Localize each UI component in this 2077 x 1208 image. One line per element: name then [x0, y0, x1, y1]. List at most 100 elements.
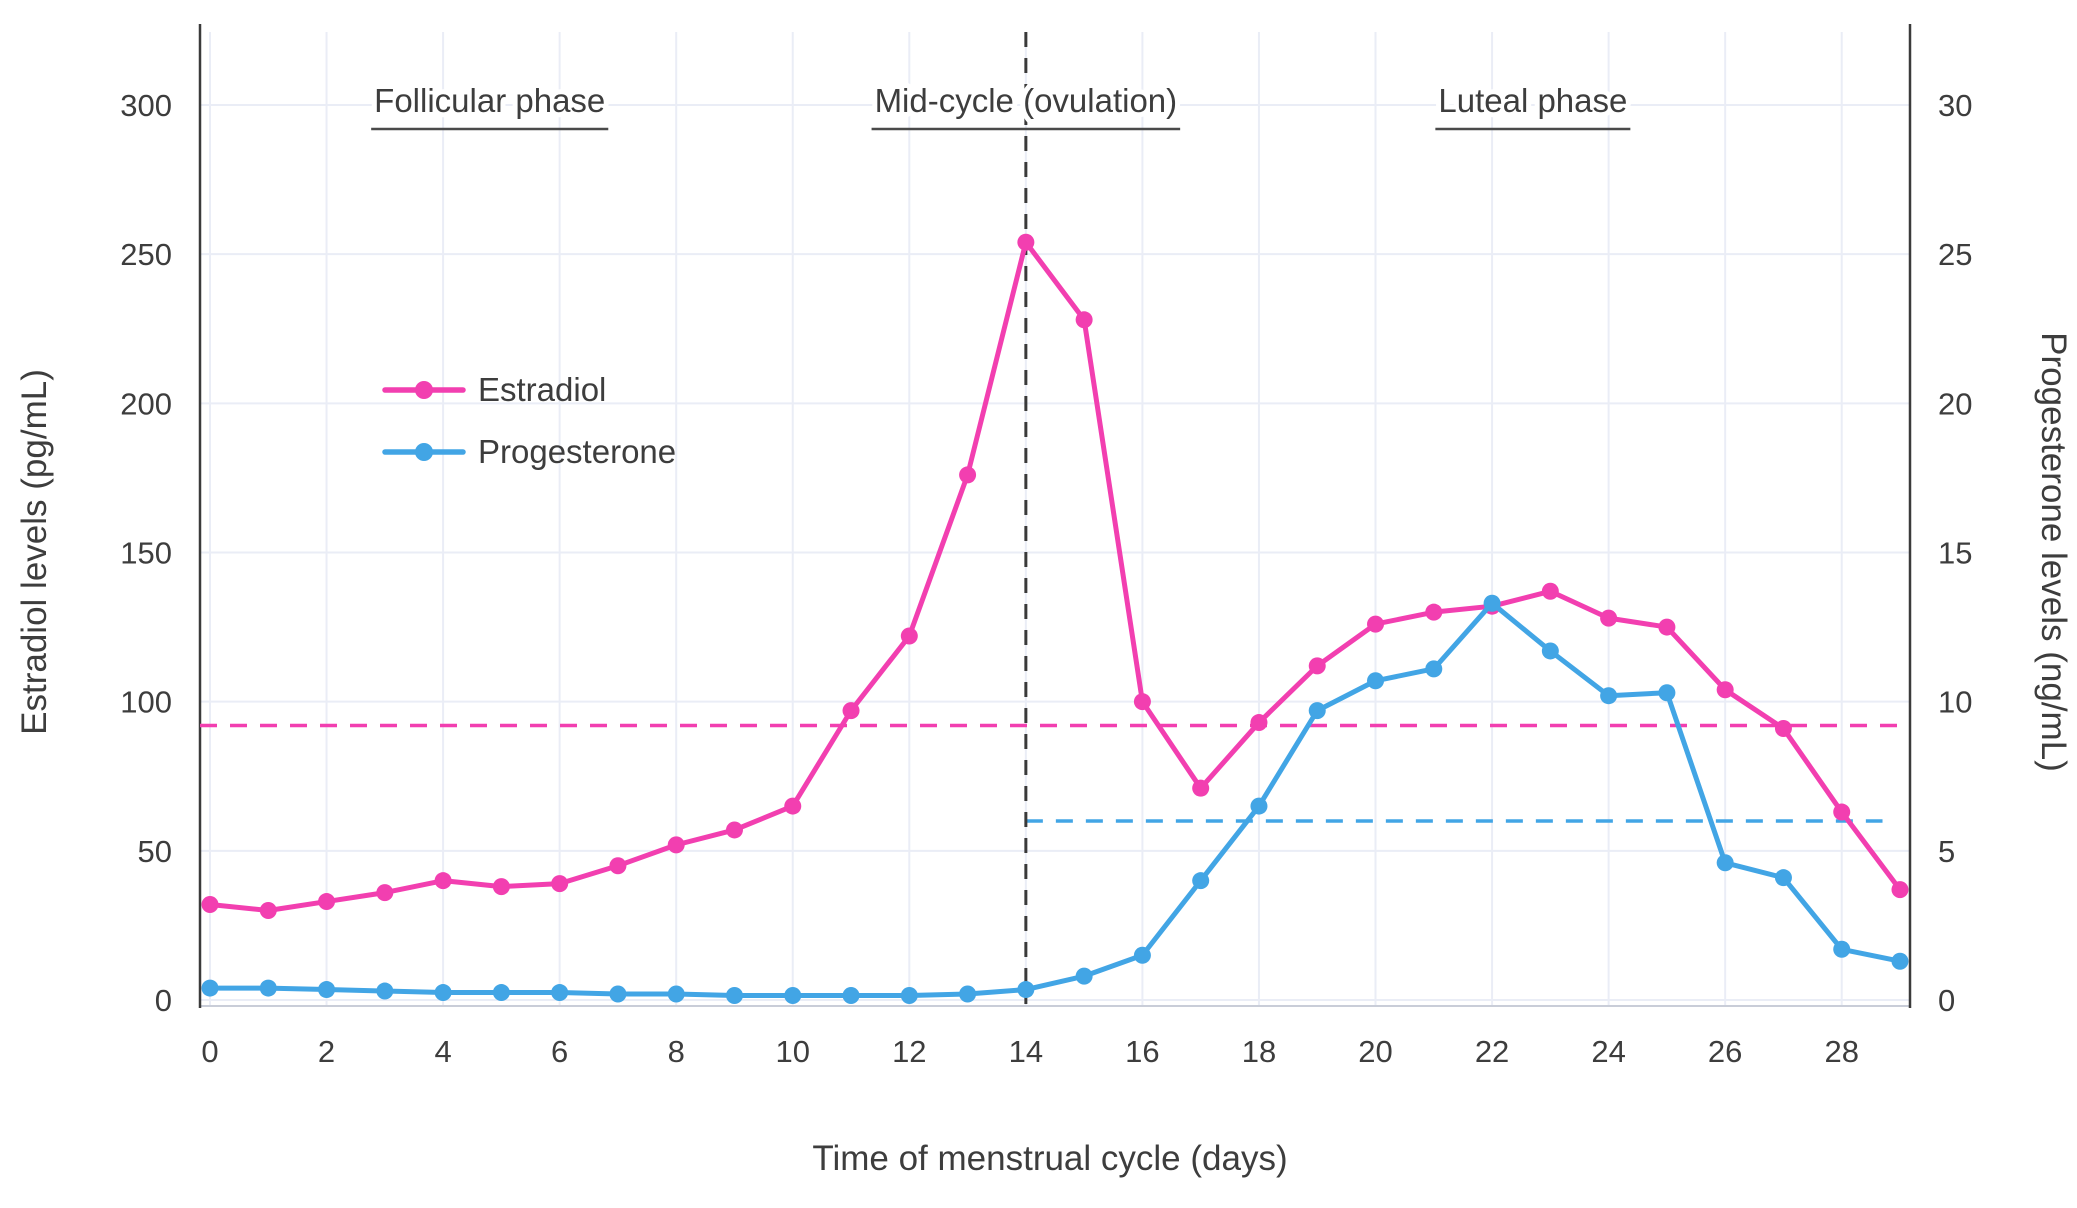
- progesterone-point: [1308, 702, 1326, 720]
- estradiol-point: [842, 702, 860, 720]
- estradiol-point: [1367, 615, 1385, 633]
- estradiol-point: [609, 857, 627, 875]
- progesterone-point: [1716, 854, 1734, 872]
- progesterone-point: [434, 984, 452, 1002]
- x-tick-label: 26: [1708, 1034, 1742, 1069]
- right-axis-title: Progesterone levels (ng/mL): [2034, 332, 2073, 772]
- progesterone-point: [1367, 672, 1385, 690]
- progesterone-point: [318, 981, 336, 999]
- y-left-tick-label: 50: [138, 834, 172, 869]
- progesterone-line: [207, 600, 1903, 999]
- estradiol-point: [318, 893, 336, 911]
- progesterone-point: [1133, 946, 1151, 964]
- progesterone-point: [1774, 869, 1792, 887]
- x-tick-label: 8: [668, 1034, 685, 1069]
- progesterone-point: [1833, 940, 1851, 958]
- legend-item-progesterone: Progesterone: [382, 433, 676, 470]
- y-right-tick-label: 15: [1938, 536, 1972, 571]
- estradiol-point: [725, 821, 743, 839]
- estradiol-line: [207, 239, 1903, 913]
- progesterone-point: [376, 982, 394, 1000]
- estradiol-point: [900, 627, 918, 645]
- y-right-tick-label: 5: [1938, 834, 1955, 869]
- legend: Estradiol Progesterone: [382, 371, 676, 470]
- progesterone-point: [900, 987, 918, 1005]
- estradiol-point: [551, 875, 569, 893]
- progesterone-point: [201, 979, 219, 997]
- progesterone-point: [1658, 684, 1676, 702]
- estradiol-point: [201, 896, 219, 914]
- y-left-tick-label: 100: [120, 685, 172, 720]
- estradiol-point: [1017, 233, 1035, 251]
- x-tick-label: 24: [1591, 1034, 1625, 1069]
- estradiol-point: [376, 884, 394, 902]
- estradiol-point: [784, 797, 802, 815]
- y-left-tick-label: 150: [120, 536, 172, 571]
- progesterone-point: [1017, 981, 1035, 999]
- y-right-tick-label: 25: [1938, 237, 1972, 272]
- x-tick-label: 22: [1475, 1034, 1509, 1069]
- x-tick-label: 10: [776, 1034, 810, 1069]
- progesterone-point: [667, 985, 685, 1003]
- progesterone-point: [609, 985, 627, 1003]
- x-tick-label: 18: [1242, 1034, 1276, 1069]
- x-axis-title: Time of menstrual cycle (days): [812, 1139, 1287, 1178]
- estradiol-point: [492, 878, 510, 896]
- estradiol-point: [1075, 311, 1093, 329]
- progesterone-point: [1483, 594, 1501, 612]
- estradiol-point: [1600, 609, 1618, 627]
- legend-label: Estradiol: [478, 371, 606, 408]
- x-tick-label: 20: [1358, 1034, 1392, 1069]
- progesterone-point: [492, 984, 510, 1002]
- progesterone-point: [1891, 952, 1909, 970]
- x-tick-label: 2: [318, 1034, 335, 1069]
- estradiol-point: [434, 872, 452, 890]
- y-left-tick-label: 200: [120, 386, 172, 421]
- progesterone-point: [259, 979, 277, 997]
- progesterone-point: [1600, 687, 1618, 705]
- estradiol-point: [1891, 881, 1909, 899]
- legend-item-estradiol: Estradiol: [382, 371, 606, 408]
- progesterone-point: [1250, 797, 1268, 815]
- x-tick-label: 12: [892, 1034, 926, 1069]
- phase-label: Follicular phase: [374, 82, 605, 119]
- y-left-tick-label: 250: [120, 237, 172, 272]
- progesterone-point: [784, 987, 802, 1005]
- progesterone-point: [959, 985, 977, 1003]
- estradiol-point: [259, 902, 277, 919]
- estradiol-point: [1658, 618, 1676, 636]
- x-tick-label: 14: [1009, 1034, 1043, 1069]
- y-right-tick-label: 10: [1938, 685, 1972, 720]
- x-tick-label: 16: [1125, 1034, 1159, 1069]
- y-left-tick-label: 300: [120, 88, 172, 123]
- progesterone-point: [1425, 660, 1443, 678]
- phase-label: Luteal phase: [1438, 82, 1627, 119]
- x-tick-label: 4: [434, 1034, 451, 1069]
- x-tick-label: 6: [551, 1034, 568, 1069]
- progesterone-point: [1192, 872, 1210, 890]
- estradiol-point: [1716, 681, 1734, 699]
- estradiol-point: [1833, 803, 1851, 821]
- legend-marker: [415, 443, 433, 461]
- y-right-tick-label: 30: [1938, 88, 1972, 123]
- estradiol-point: [667, 836, 685, 854]
- progesterone-point: [551, 984, 569, 1002]
- progesterone-point: [725, 987, 743, 1005]
- left-axis-title: Estradiol levels (pg/mL): [15, 369, 54, 735]
- x-tick-label: 0: [201, 1034, 218, 1069]
- progesterone-point: [842, 987, 860, 1005]
- estradiol-point: [1192, 779, 1210, 797]
- estradiol-point: [1250, 714, 1268, 732]
- legend-label: Progesterone: [478, 433, 676, 470]
- progesterone-point: [1541, 642, 1559, 660]
- estradiol-point: [1425, 603, 1443, 621]
- legend-marker: [415, 381, 433, 399]
- estradiol-point: [1774, 720, 1792, 738]
- y-left-tick-label: 0: [155, 983, 172, 1018]
- estradiol-point: [1308, 657, 1326, 675]
- estradiol-point: [959, 466, 977, 484]
- y-right-tick-label: 20: [1938, 386, 1972, 421]
